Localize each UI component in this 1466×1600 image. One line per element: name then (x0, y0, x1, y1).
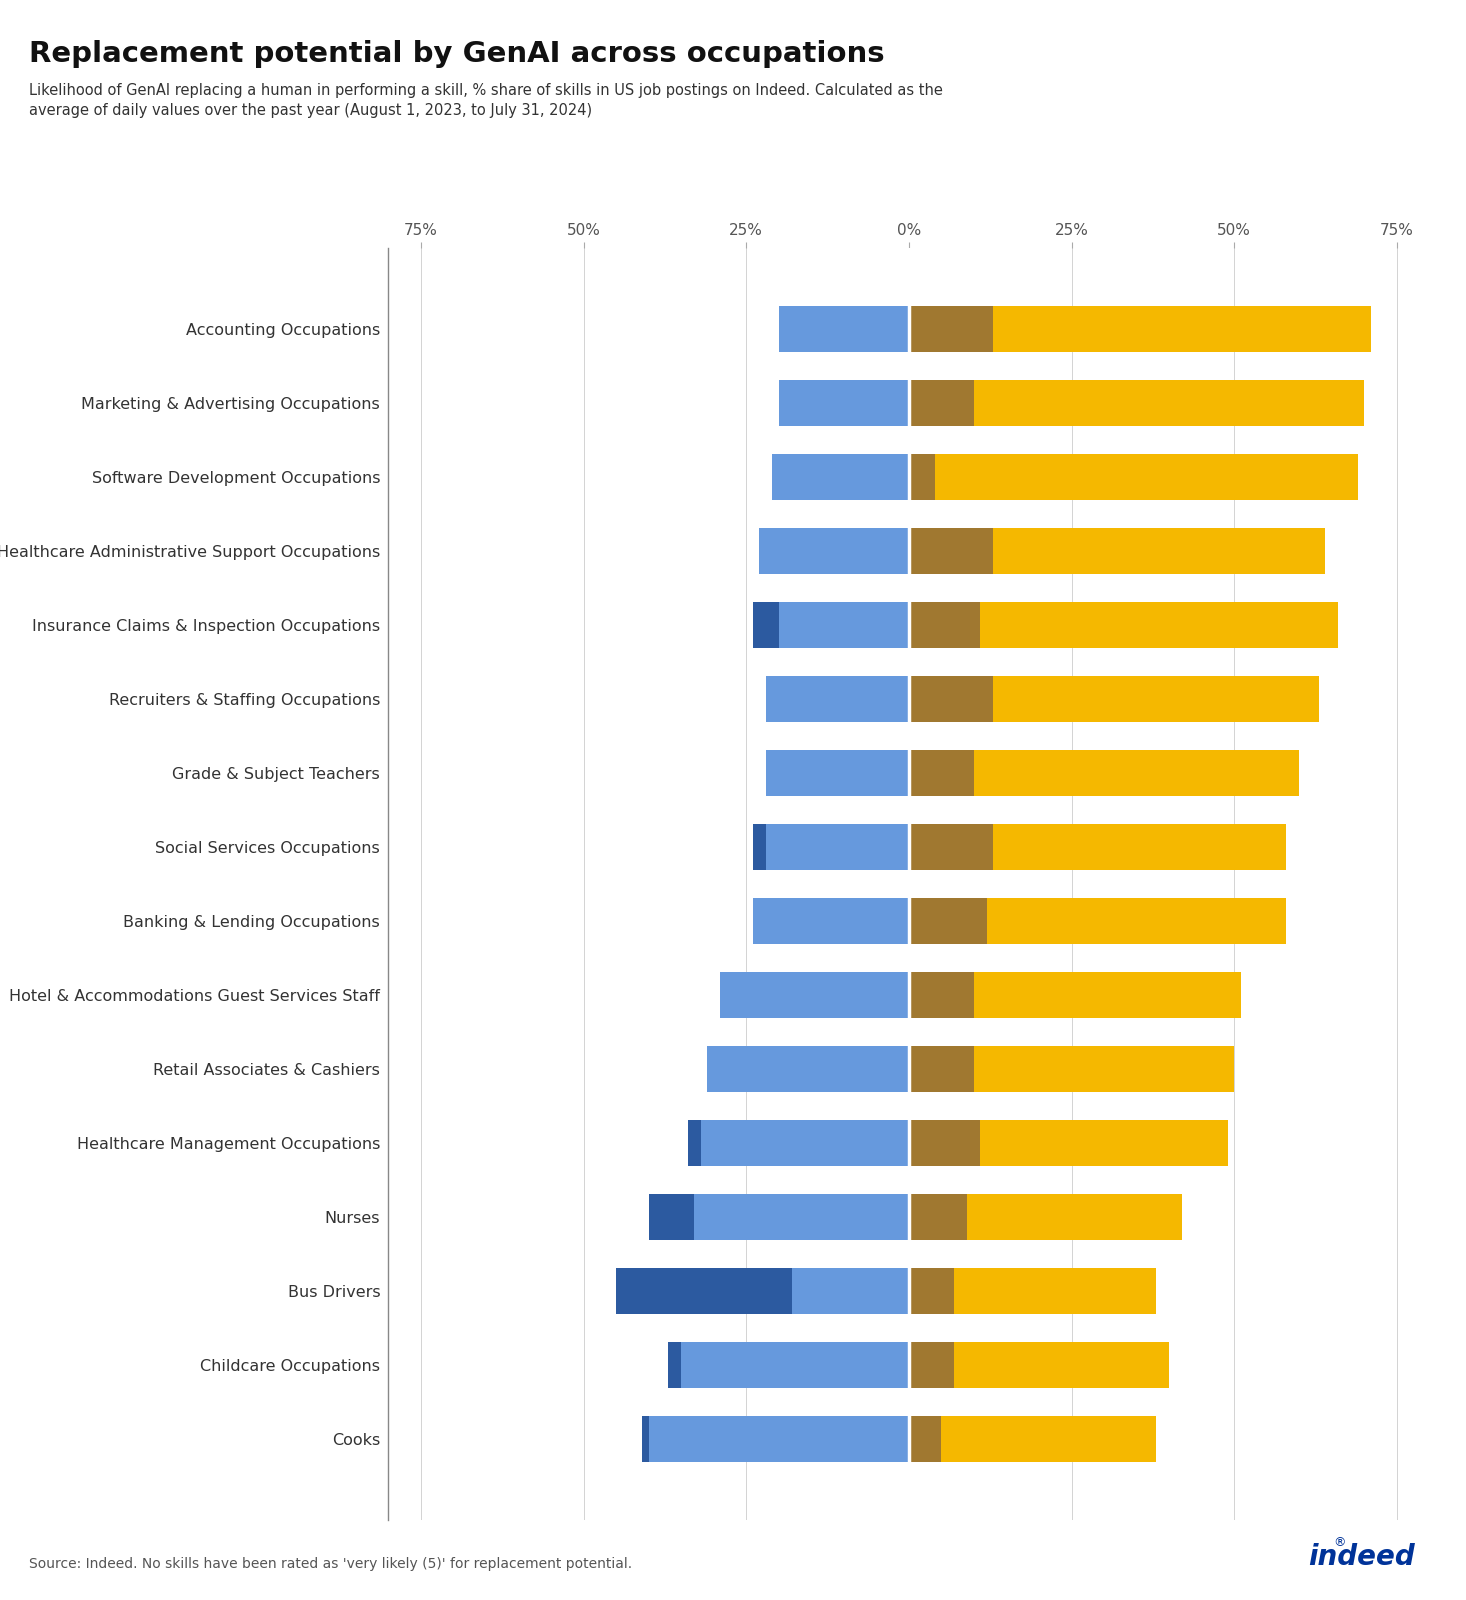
Bar (754, 824, 765, 870)
Bar (973, 750, 1299, 795)
Bar (909, 602, 981, 648)
Text: indeed: indeed (1308, 1542, 1415, 1571)
Bar (994, 824, 1286, 870)
Bar (973, 379, 1365, 426)
Bar (909, 1342, 954, 1389)
Bar (909, 1416, 941, 1462)
Bar (954, 1269, 1157, 1314)
Text: Likelihood of GenAI replacing a human in performing a skill, % share of skills i: Likelihood of GenAI replacing a human in… (29, 83, 943, 118)
Bar (994, 675, 1319, 722)
Bar (765, 824, 909, 870)
Bar (695, 1194, 909, 1240)
Bar (778, 306, 909, 352)
Bar (941, 1416, 1157, 1462)
Bar (909, 1269, 954, 1314)
Bar (909, 528, 994, 574)
Bar (682, 1342, 909, 1389)
Bar (954, 1342, 1170, 1389)
Text: ®: ® (1333, 1536, 1346, 1549)
Bar (968, 1194, 1182, 1240)
Bar (909, 973, 973, 1018)
Bar (935, 454, 1358, 499)
Bar (909, 1194, 968, 1240)
Bar (648, 1416, 909, 1462)
Bar (994, 528, 1325, 574)
Bar (688, 1120, 701, 1166)
Text: Replacement potential by GenAI across occupations: Replacement potential by GenAI across oc… (29, 40, 885, 67)
Bar (981, 1120, 1227, 1166)
Bar (754, 602, 778, 648)
Bar (778, 602, 909, 648)
Bar (707, 1046, 909, 1093)
Bar (754, 898, 909, 944)
Bar (765, 750, 909, 795)
Bar (792, 1269, 909, 1314)
Bar (909, 454, 935, 499)
Bar (909, 306, 994, 352)
Bar (759, 528, 909, 574)
Bar (909, 1046, 973, 1093)
Bar (909, 824, 994, 870)
Bar (987, 898, 1286, 944)
Bar (765, 675, 909, 722)
Bar (720, 973, 909, 1018)
Bar (909, 1120, 981, 1166)
Bar (616, 1269, 792, 1314)
Bar (648, 1194, 695, 1240)
Bar (973, 973, 1240, 1018)
Bar (909, 898, 987, 944)
Bar (701, 1120, 909, 1166)
Bar (909, 675, 994, 722)
Bar (778, 379, 909, 426)
Bar (994, 306, 1371, 352)
Text: Source: Indeed. No skills have been rated as 'very likely (5)' for replacement p: Source: Indeed. No skills have been rate… (29, 1557, 632, 1571)
Bar (642, 1416, 648, 1462)
Bar (909, 379, 973, 426)
Bar (773, 454, 909, 499)
Bar (668, 1342, 682, 1389)
Bar (909, 750, 973, 795)
Bar (973, 1046, 1234, 1093)
Bar (981, 602, 1338, 648)
